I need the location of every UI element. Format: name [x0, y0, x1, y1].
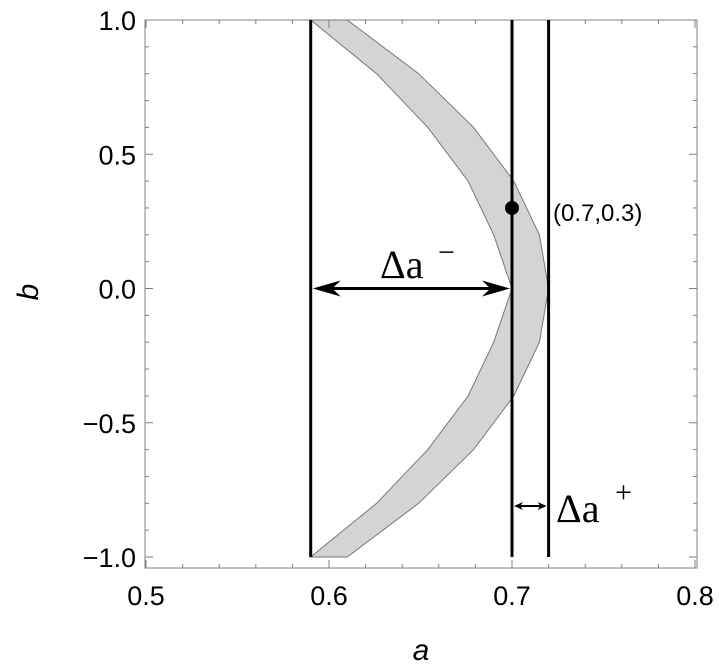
- plot-frame: [144, 19, 698, 569]
- x-axis-title: a: [413, 634, 430, 667]
- x-tick-label: 0.7: [493, 581, 531, 611]
- lines-layer: [309, 20, 551, 557]
- ticks-layer: 0.5 0.6 0.7 0.8 −1.0 −0.5 0.0 0.5 1.0: [83, 6, 714, 611]
- y-tick-label: 1.0: [98, 6, 136, 36]
- delta-plus-label: Δa: [556, 486, 600, 531]
- y-tick-label: 0.5: [98, 140, 136, 170]
- x-tick-label: 0.5: [127, 581, 165, 611]
- delta-plus-sup: +: [615, 476, 632, 509]
- delta-minus-arrowhead-left: [312, 280, 341, 297]
- annotation-layer: Δa −Δa +(0.7,0.3): [312, 200, 642, 531]
- delta-plus-arrowhead-left: [514, 501, 523, 510]
- x-tick-label: 0.8: [676, 581, 714, 611]
- delta-minus-arrowhead-right: [482, 280, 510, 297]
- delta-minus-label: Δa: [380, 242, 424, 287]
- y-axis-title: b: [12, 284, 45, 301]
- x-tick-label: 0.6: [310, 581, 348, 611]
- point-marker: [505, 200, 519, 215]
- delta-plus-arrowhead-right: [537, 501, 547, 510]
- y-tick-label: 0.0: [98, 275, 136, 305]
- point-label: (0.7,0.3): [553, 200, 642, 227]
- delta-minus-sup: −: [438, 236, 455, 269]
- y-tick-label: −0.5: [83, 409, 136, 439]
- y-tick-label: −1.0: [83, 543, 136, 573]
